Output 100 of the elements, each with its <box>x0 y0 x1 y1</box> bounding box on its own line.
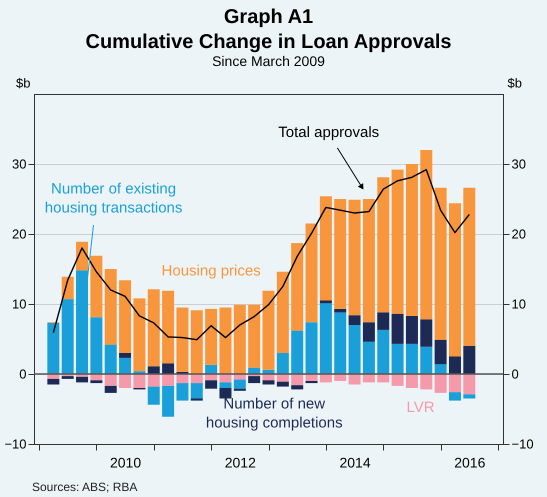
bar <box>205 364 218 374</box>
bar <box>47 378 60 384</box>
bar <box>262 290 274 370</box>
bar <box>234 380 246 389</box>
bar <box>306 224 318 322</box>
bar <box>119 374 132 388</box>
bar <box>219 382 232 388</box>
text: Total approvals <box>278 124 380 141</box>
y-tick-label: 30 <box>12 156 26 172</box>
y2-tick-label: 20 <box>512 226 526 242</box>
y2-tick-label: 30 <box>512 156 526 172</box>
bar <box>176 308 188 372</box>
bar <box>47 322 60 374</box>
bar <box>334 199 346 309</box>
y-tick-label: −10 <box>4 436 26 452</box>
bar <box>219 388 232 398</box>
bar <box>420 150 432 320</box>
bar <box>377 177 390 312</box>
bar <box>104 386 117 393</box>
y2-tick-label: 10 <box>512 296 526 312</box>
bar <box>276 272 289 353</box>
bar <box>434 374 447 393</box>
bar <box>463 346 476 374</box>
bar <box>219 308 232 374</box>
x-tick-label: 2010 <box>110 454 142 470</box>
bar <box>463 374 476 394</box>
series-label: LVR <box>406 398 435 416</box>
bar <box>162 290 174 364</box>
bar <box>306 322 318 374</box>
text: Number of existing housing transactions <box>44 180 182 216</box>
bar <box>148 386 160 405</box>
bar <box>348 315 361 325</box>
bar <box>348 325 361 374</box>
bar <box>133 298 146 372</box>
bar <box>420 346 432 374</box>
bar <box>62 376 74 379</box>
y2-tick-label: −10 <box>512 436 534 452</box>
bar <box>377 330 390 374</box>
series-label: Number of new housing completions <box>206 395 343 432</box>
bar <box>162 386 174 417</box>
y2-tick-label: 0 <box>512 366 519 382</box>
bar <box>406 316 418 344</box>
bar <box>392 344 404 374</box>
x-tick-label: 2012 <box>224 454 256 470</box>
y-tick-label: 0 <box>19 366 26 382</box>
bar <box>205 380 218 389</box>
bar <box>348 374 361 384</box>
bar <box>104 269 117 345</box>
series-label: Housing prices <box>162 262 261 280</box>
y-axis-title: $b <box>16 76 30 90</box>
bar <box>377 312 390 330</box>
bar <box>420 319 432 347</box>
bar <box>162 374 174 386</box>
bar <box>148 374 160 387</box>
bar <box>463 188 476 346</box>
bar <box>119 353 132 358</box>
bar <box>291 385 304 390</box>
source-note: Sources: ABS; RBA <box>32 480 138 494</box>
bar <box>448 392 461 401</box>
bar <box>406 374 418 388</box>
bar <box>248 376 260 384</box>
bar <box>276 353 289 374</box>
y2-axis-title: $b <box>508 76 522 90</box>
bar <box>76 376 88 382</box>
bar <box>420 374 432 390</box>
bar <box>190 383 203 398</box>
chart-subtitle: Since March 2009 <box>212 53 326 69</box>
bar <box>90 380 102 384</box>
bar <box>320 303 332 374</box>
bar <box>119 280 132 353</box>
bar <box>392 314 404 344</box>
chart-title: Graph A1 Cumulative Change in Loan Approvals <box>86 6 452 53</box>
bar <box>463 394 476 398</box>
bar <box>104 344 117 374</box>
bar <box>234 304 246 374</box>
bar <box>362 322 375 342</box>
bar <box>320 300 332 304</box>
bar <box>434 364 447 374</box>
bar <box>248 304 260 368</box>
bar <box>362 342 375 374</box>
bar <box>434 188 447 340</box>
bar <box>90 256 102 318</box>
bar <box>406 344 418 374</box>
bar <box>148 289 160 366</box>
bar <box>262 380 274 384</box>
bar <box>392 170 404 314</box>
bar <box>448 374 461 392</box>
y-tick-label: 20 <box>12 226 26 242</box>
bar <box>133 371 146 374</box>
bar <box>334 308 346 312</box>
bar <box>133 374 146 388</box>
bar <box>104 374 117 386</box>
bar <box>334 312 346 374</box>
x-tick-label: 2014 <box>339 454 371 470</box>
bar <box>205 308 218 365</box>
bar <box>176 383 188 401</box>
bar <box>406 164 418 316</box>
bar <box>190 310 203 374</box>
bar <box>276 382 289 387</box>
bar <box>148 366 160 374</box>
